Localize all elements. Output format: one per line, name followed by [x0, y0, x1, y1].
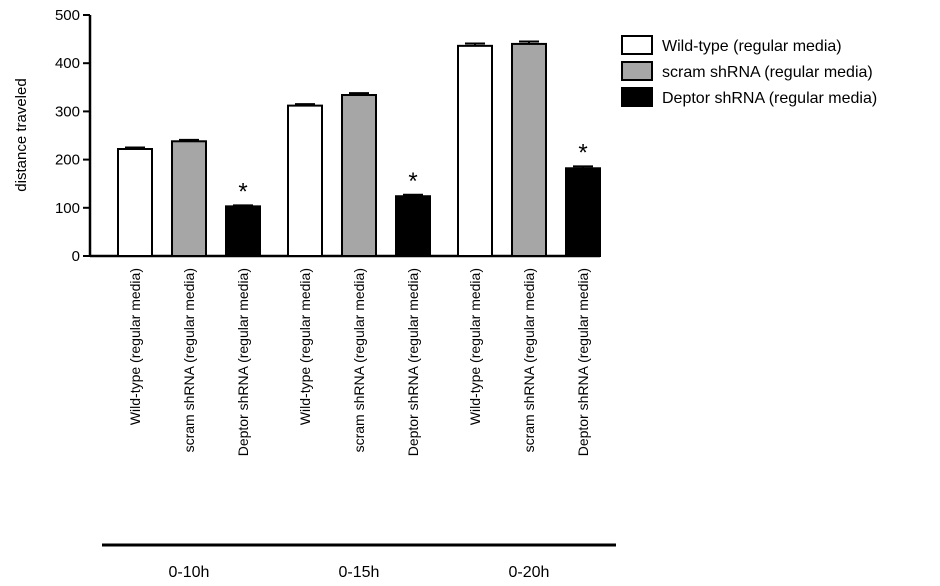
bar — [287, 104, 323, 257]
group-label: 0-15h — [339, 564, 380, 581]
category-label: scram shRNA (regular media) — [351, 268, 367, 452]
category-label: Wild-type (regular media) — [467, 268, 483, 425]
bar — [565, 167, 601, 257]
category-label: Wild-type (regular media) — [127, 268, 143, 425]
y-axis-label: distance traveled — [13, 78, 30, 191]
category-label: Deptor shRNA (regular media) — [405, 268, 421, 456]
bars: * * * — [117, 40, 601, 258]
legend: Wild-type (regular media) scram shRNA (re… — [621, 35, 877, 107]
category-label: Deptor shRNA (regular media) — [235, 268, 251, 456]
y-tick-label: 500 — [55, 7, 80, 24]
legend-swatch — [621, 87, 653, 107]
y-tick-label: 400 — [55, 55, 80, 72]
bar — [225, 205, 261, 258]
bar — [117, 147, 153, 257]
bar — [511, 42, 547, 257]
bar — [457, 44, 493, 257]
bar — [341, 94, 377, 258]
y-tick-label: 100 — [55, 200, 80, 217]
y-tick-label: 0 — [72, 248, 80, 265]
y-tick-label: 200 — [55, 152, 80, 169]
category-label: Wild-type (regular media) — [297, 268, 313, 425]
significance-marker: * — [238, 178, 247, 205]
legend-label: Wild-type (regular media) — [662, 38, 842, 55]
bar — [395, 195, 431, 257]
group-label: 0-10h — [169, 564, 210, 581]
category-labels: Wild-type (regular media) scram shRNA (re… — [127, 268, 591, 456]
group-label: 0-20h — [509, 564, 550, 581]
legend-swatch — [621, 61, 653, 81]
y-tick-label: 300 — [55, 103, 80, 120]
category-label: scram shRNA (regular media) — [181, 268, 197, 452]
legend-label: scram shRNA (regular media) — [662, 64, 873, 81]
significance-marker: * — [578, 139, 587, 166]
legend-swatch — [621, 35, 653, 55]
group-labels: 0-10h 0-15h 0-20h — [102, 543, 616, 581]
bar — [171, 140, 207, 257]
category-label: Deptor shRNA (regular media) — [575, 268, 591, 456]
significance-marker: * — [408, 168, 417, 195]
category-label: scram shRNA (regular media) — [521, 268, 537, 452]
legend-label: Deptor shRNA (regular media) — [662, 90, 877, 107]
